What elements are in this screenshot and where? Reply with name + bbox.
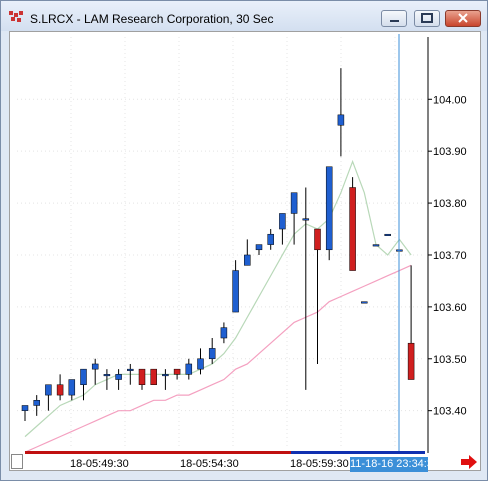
candle-body xyxy=(244,254,251,266)
candle-body xyxy=(314,228,321,251)
candle-body xyxy=(208,348,216,360)
candle-body xyxy=(56,384,64,396)
time-axis-bar xyxy=(25,451,425,454)
y-tick-label: 104.00 xyxy=(433,94,467,106)
y-tick-label: 103.40 xyxy=(433,406,467,418)
candle-body xyxy=(80,368,87,385)
close-button[interactable] xyxy=(445,10,481,27)
y-tick-label: 103.70 xyxy=(433,250,467,262)
candle-body xyxy=(103,374,111,377)
candle-body xyxy=(384,233,391,236)
candle-body xyxy=(349,187,356,271)
x-axis-label: 18-05:59:30 xyxy=(290,458,349,470)
ma-slow-line xyxy=(24,264,412,453)
window-title: S.LRCX - LAM Research Corporation, 30 Se… xyxy=(30,12,274,26)
candle-body xyxy=(185,363,193,375)
y-tick-label: 103.90 xyxy=(433,146,467,158)
minimize-button[interactable] xyxy=(381,10,407,27)
candle-body xyxy=(220,327,228,339)
candle-body xyxy=(21,405,29,411)
arrow-right-icon[interactable] xyxy=(459,454,479,470)
candle-body xyxy=(173,368,181,375)
x-axis-label: 18-05:54:30 xyxy=(180,458,239,470)
candle-body xyxy=(138,368,146,385)
candle-body xyxy=(325,166,333,251)
minimize-icon xyxy=(390,20,399,22)
candle-body xyxy=(91,363,99,370)
time-axis-bar-highlight xyxy=(291,451,425,454)
candle-body xyxy=(68,379,76,396)
candle-body xyxy=(232,270,239,313)
candle-body xyxy=(372,244,380,247)
candle-body xyxy=(302,218,310,221)
y-tick-label: 103.80 xyxy=(433,198,467,210)
y-tick-label: 103.60 xyxy=(433,302,467,314)
candle-body xyxy=(361,301,368,304)
title-bar[interactable]: S.LRCX - LAM Research Corporation, 30 Se… xyxy=(1,1,487,31)
candle-body xyxy=(162,374,169,377)
x-axis-label: 18-05:49:30 xyxy=(70,458,129,470)
candle-body xyxy=(290,192,298,214)
candle-body xyxy=(127,368,134,371)
candle-body xyxy=(255,244,263,251)
cursor-time-label: 11-18-16 23:34:30 xyxy=(350,457,440,472)
close-icon xyxy=(458,13,468,23)
candle-body xyxy=(407,342,415,380)
candle-body xyxy=(197,358,204,370)
candle-body xyxy=(267,233,274,245)
candle-body xyxy=(279,213,286,230)
candle-body xyxy=(115,374,122,380)
y-tick-label: 103.50 xyxy=(433,354,467,366)
scroll-left-button[interactable] xyxy=(11,454,23,469)
candle-body xyxy=(45,384,52,396)
maximize-button[interactable] xyxy=(414,10,440,27)
candle-body xyxy=(150,368,157,385)
candle-body xyxy=(337,114,345,126)
maximize-icon xyxy=(421,13,433,23)
ma-fast-line xyxy=(24,159,412,438)
candle-body xyxy=(33,400,40,406)
app-icon xyxy=(9,11,23,22)
